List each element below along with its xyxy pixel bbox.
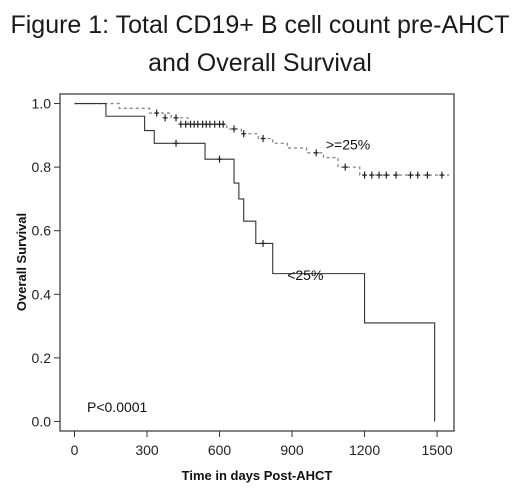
- series-label-high: >=25%: [326, 137, 370, 153]
- series-line-high: [74, 102, 450, 176]
- y-tick-label: 0.6: [32, 223, 52, 239]
- plot-frame: [59, 93, 455, 432]
- x-tick-label: 900: [280, 442, 304, 458]
- figure-title-line2: and Overall Survival: [148, 49, 372, 77]
- x-axis-title: Time in days Post-AHCT: [182, 468, 333, 483]
- figure-title-line1: Figure 1: Total CD19+ B cell count pre-A…: [10, 11, 510, 39]
- figure-title: Figure 1: Total CD19+ B cell count pre-A…: [0, 6, 520, 82]
- x-tick-label: 300: [135, 442, 159, 458]
- y-tick-label: 0.8: [32, 159, 52, 175]
- y-tick-label: 0.0: [32, 413, 52, 429]
- x-tick-label: 1200: [349, 442, 380, 458]
- x-tick-label: 1500: [422, 442, 453, 458]
- y-tick-label: 0.4: [32, 286, 52, 302]
- y-tick-label: 0.2: [32, 350, 52, 366]
- p-value-annotation: P<0.0001: [87, 399, 148, 415]
- x-tick-label: 600: [208, 442, 232, 458]
- x-tick-label: 0: [71, 442, 79, 458]
- series-line-low: [74, 102, 436, 422]
- y-tick-label: 1.0: [32, 96, 52, 112]
- y-axis-title: Overall Survival: [14, 213, 29, 311]
- series-label-low: <25%: [287, 267, 323, 283]
